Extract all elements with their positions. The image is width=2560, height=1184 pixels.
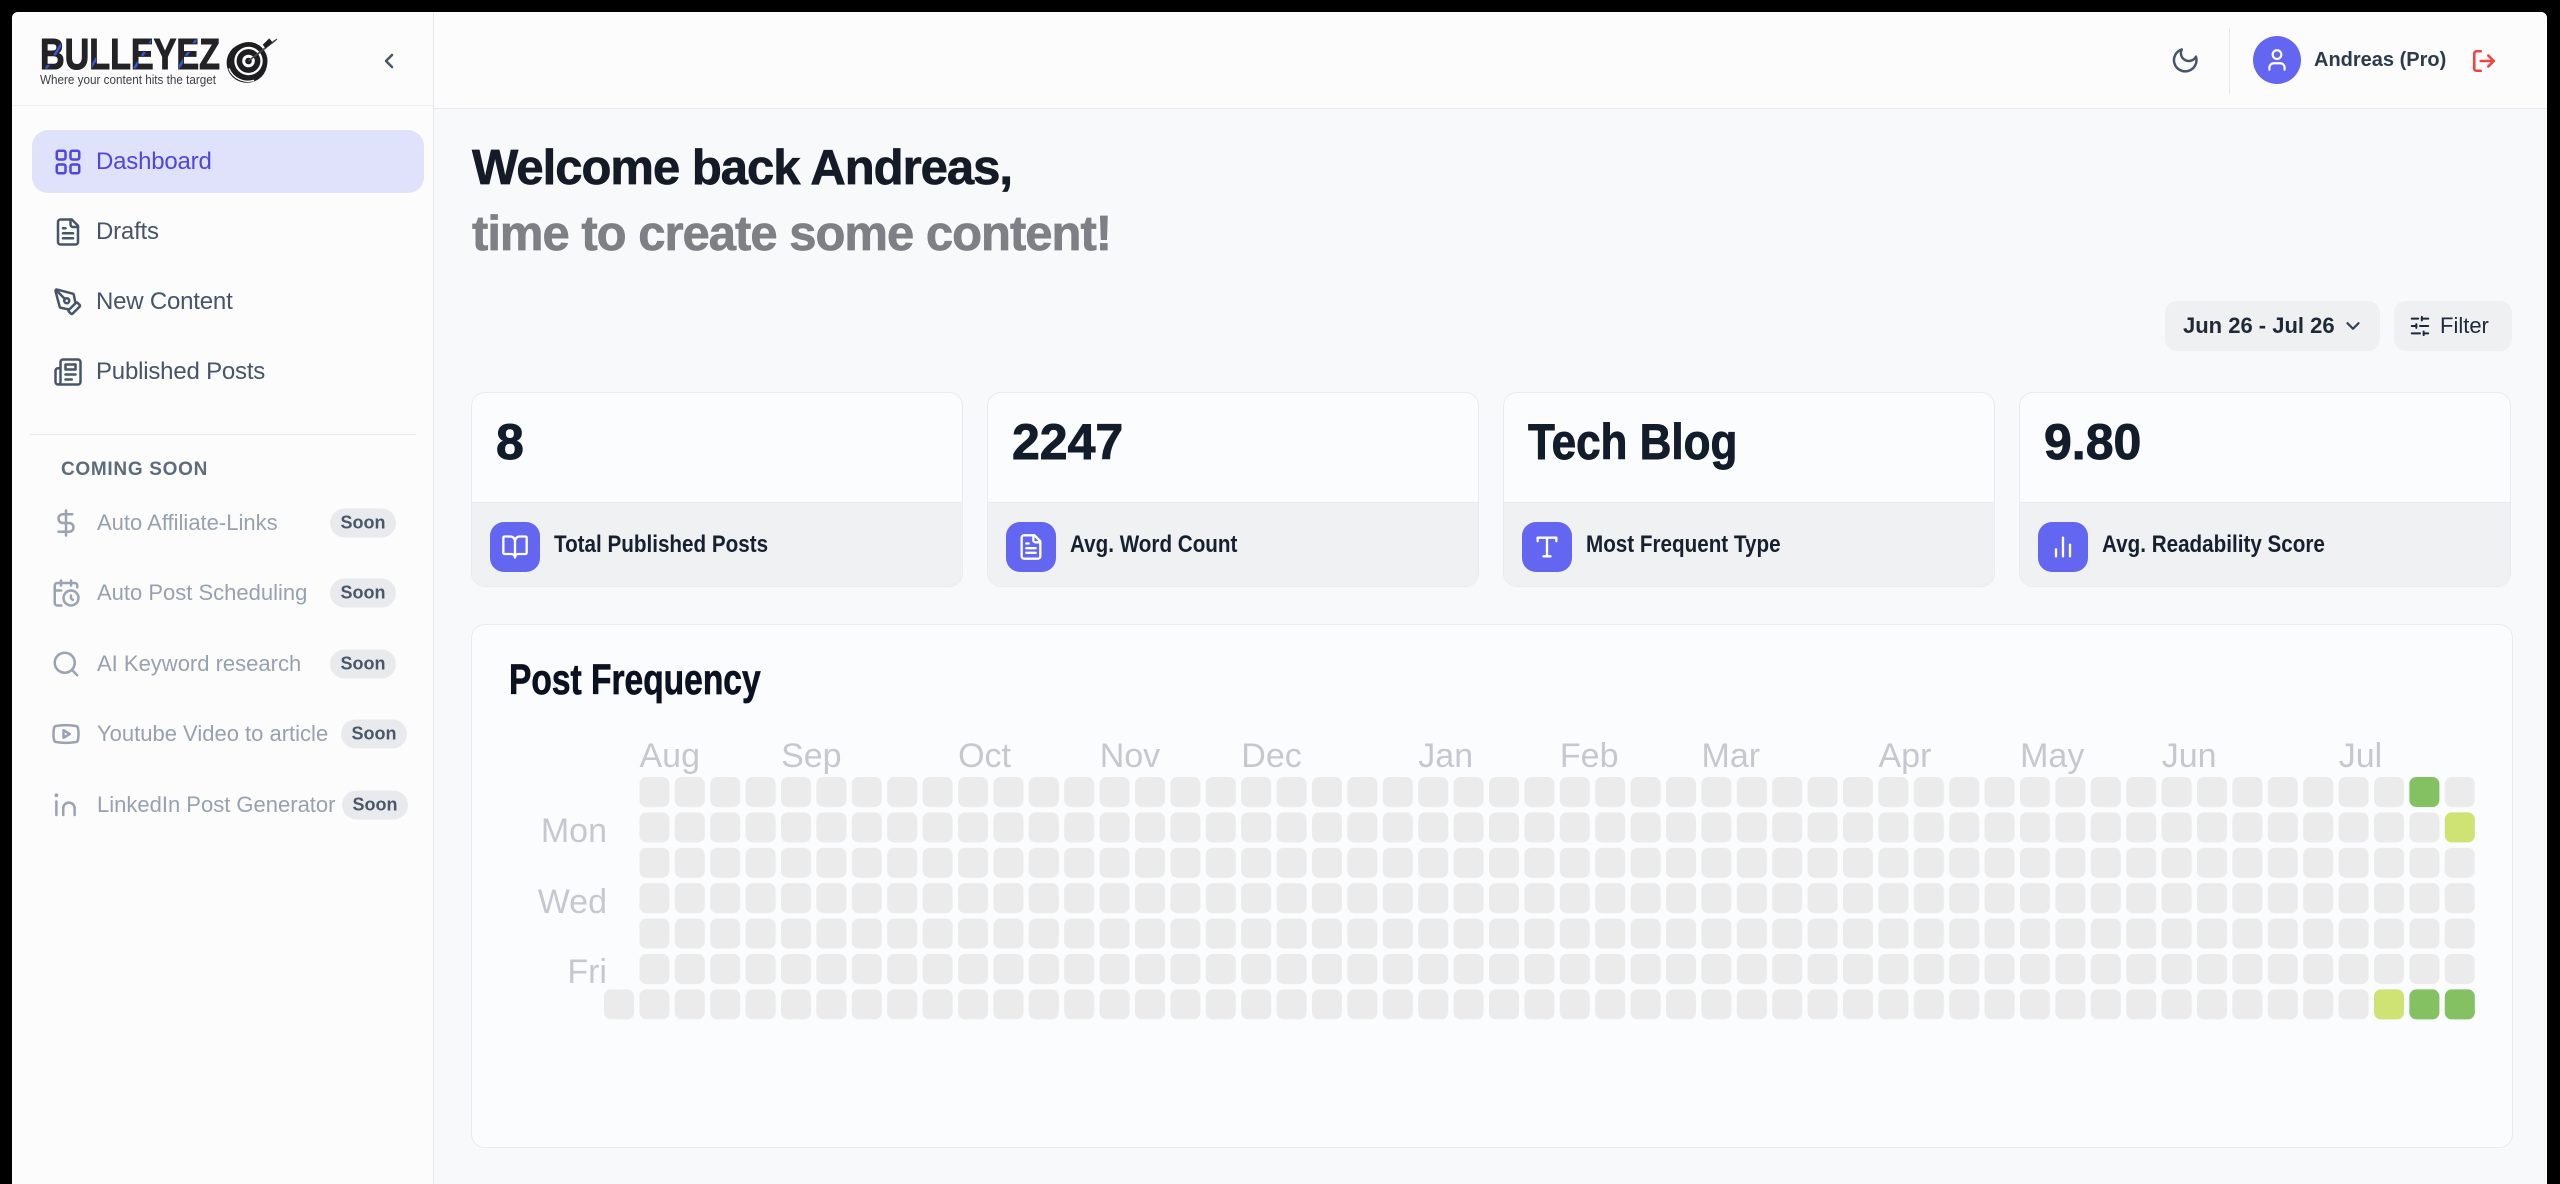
- svg-text:BULLEYEZ: BULLEYEZ: [40, 30, 220, 79]
- svg-text:Where your content hits the ta: Where your content hits the target: [40, 72, 216, 87]
